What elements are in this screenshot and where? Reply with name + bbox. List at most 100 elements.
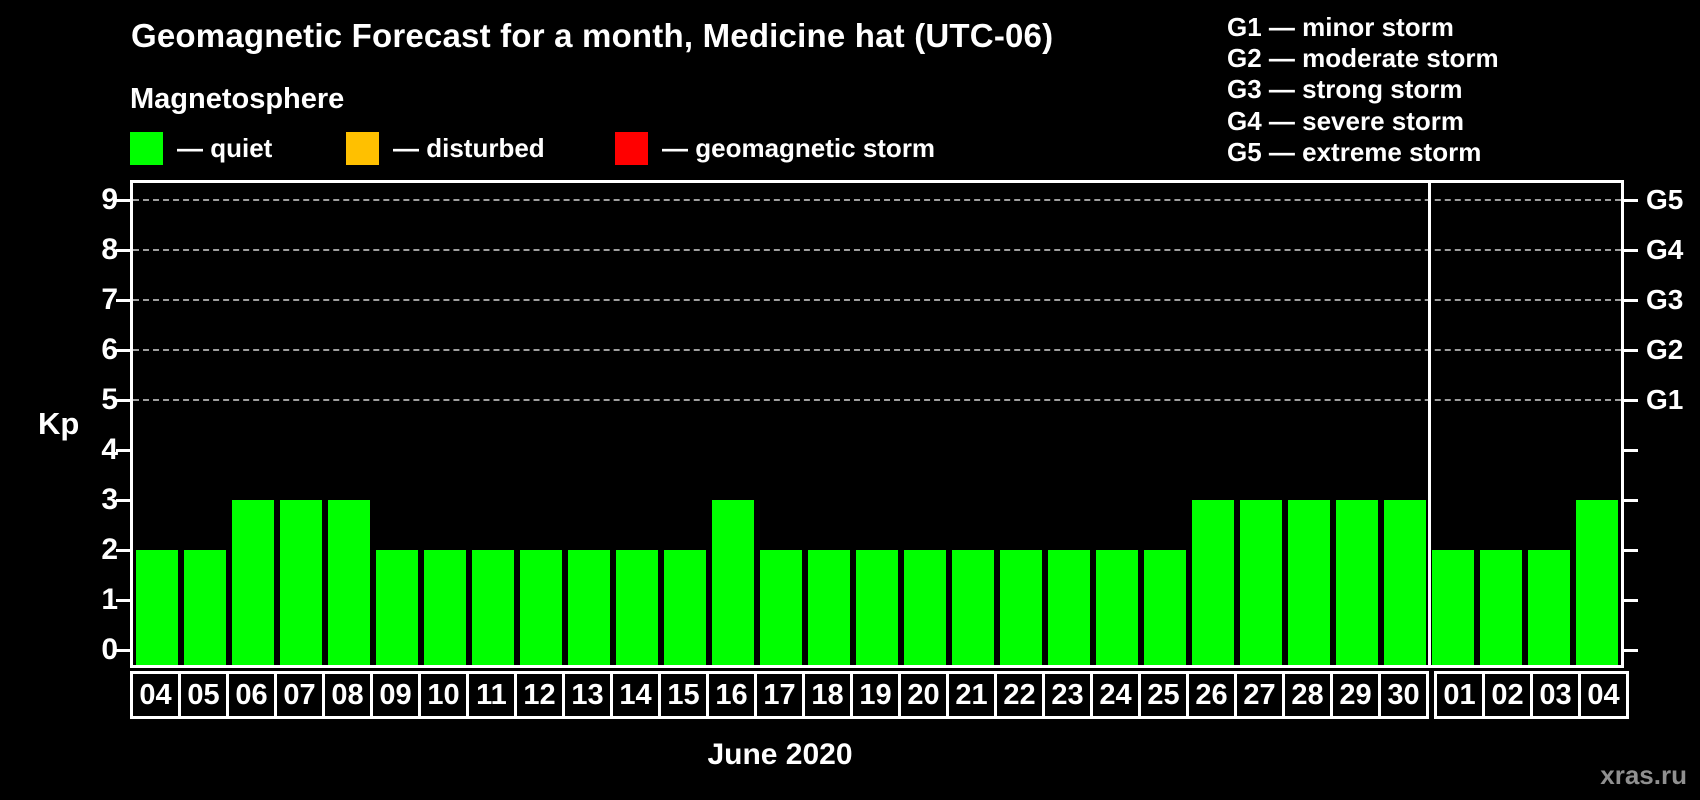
bar-day-04 [136, 550, 178, 665]
kp-tick-label-1: 1 [101, 583, 118, 616]
kp-tick-left-4 [116, 449, 130, 452]
kp-tick-label-2: 2 [101, 533, 118, 566]
kp-tick-left-7 [116, 299, 130, 302]
legend-label-quiet: — quiet [177, 132, 273, 163]
kp-tick-right-3 [1624, 499, 1638, 502]
day-label-10: 10 [418, 671, 469, 719]
day-label-27: 27 [1234, 671, 1285, 719]
kp-tick-right-0 [1624, 649, 1638, 652]
day-label-04: 04 [130, 671, 181, 719]
bar-day-02 [1480, 550, 1522, 665]
bar-day-08 [328, 500, 370, 665]
kp-tick-right-1 [1624, 599, 1638, 602]
bar-day-11 [472, 550, 514, 665]
storm-scale-g5: G5 — extreme storm [1227, 136, 1482, 167]
day-label-06: 06 [226, 671, 277, 719]
bar-day-24 [1096, 550, 1138, 665]
day-label-12: 12 [514, 671, 565, 719]
legend-item-disturbed: — disturbed [346, 130, 545, 166]
month-boundary-line [1427, 183, 1431, 665]
kp-axis-title: Kp [38, 406, 80, 441]
kp-tick-right-5 [1624, 399, 1638, 402]
day-label-19: 19 [850, 671, 901, 719]
bar-day-18 [808, 550, 850, 665]
gridline-kp9 [133, 199, 1621, 201]
day-label-18: 18 [802, 671, 853, 719]
g-scale-label-g3: G3 [1646, 284, 1684, 315]
kp-tick-label-9: 9 [101, 183, 118, 216]
disturbed-color-swatch [346, 131, 379, 165]
g-scale-label-g4: G4 [1646, 234, 1684, 265]
bar-day-22 [1000, 550, 1042, 665]
kp-tick-left-3 [116, 499, 130, 502]
day-label-30: 30 [1378, 671, 1429, 719]
day-label-20: 20 [898, 671, 949, 719]
kp-tick-left-0 [116, 649, 130, 652]
kp-tick-left-1 [116, 599, 130, 602]
bar-day-09 [376, 550, 418, 665]
g-scale-label-g5: G5 [1646, 184, 1684, 215]
bar-day-15 [664, 550, 706, 665]
bar-day-27 [1240, 500, 1282, 665]
day-label-23: 23 [1042, 671, 1093, 719]
watermark: xras.ru [1600, 760, 1687, 790]
day-label-next-02: 02 [1482, 671, 1533, 719]
legend-label-geomagnetic-storm: — geomagnetic storm [662, 132, 936, 163]
storm-scale-legend: G1 — minor storm G2 — moderate storm G3 … [1227, 12, 1499, 168]
kp-tick-right-6 [1624, 349, 1638, 352]
day-label-17: 17 [754, 671, 805, 719]
bar-day-25 [1144, 550, 1186, 665]
day-label-08: 08 [322, 671, 373, 719]
kp-tick-right-7 [1624, 299, 1638, 302]
storm-scale-g3: G3 — strong storm [1227, 74, 1463, 105]
day-label-11: 11 [466, 671, 517, 719]
plot-area [130, 180, 1624, 668]
kp-tick-left-5 [116, 399, 130, 402]
kp-tick-label-0: 0 [101, 633, 118, 666]
gridline-kp6 [133, 349, 1621, 351]
bar-day-29 [1336, 500, 1378, 665]
kp-tick-label-6: 6 [101, 333, 118, 366]
bar-day-06 [232, 500, 274, 665]
chart-title: Geomagnetic Forecast for a month, Medici… [131, 17, 1054, 54]
day-label-13: 13 [562, 671, 613, 719]
kp-tick-right-2 [1624, 549, 1638, 552]
bar-day-23 [1048, 550, 1090, 665]
kp-tick-label-7: 7 [101, 283, 118, 316]
legend-item-quiet: — quiet [130, 130, 272, 166]
gridline-kp7 [133, 299, 1621, 301]
storm-scale-g4: G4 — severe storm [1227, 105, 1465, 136]
day-label-25: 25 [1138, 671, 1189, 719]
gridline-kp5 [133, 399, 1621, 401]
kp-tick-left-9 [116, 199, 130, 202]
bar-day-17 [760, 550, 802, 665]
day-label-28: 28 [1282, 671, 1333, 719]
kp-tick-right-4 [1624, 449, 1638, 452]
storm-scale-g1: G1 — minor storm [1227, 12, 1454, 42]
day-label-next-03: 03 [1530, 671, 1581, 719]
day-label-22: 22 [994, 671, 1045, 719]
day-label-15: 15 [658, 671, 709, 719]
bar-day-16 [712, 500, 754, 665]
quiet-color-swatch [130, 131, 163, 165]
day-label-05: 05 [178, 671, 229, 719]
bar-day-30 [1384, 500, 1426, 665]
day-label-24: 24 [1090, 671, 1141, 719]
bar-day-19 [856, 550, 898, 665]
bar-day-14 [616, 550, 658, 665]
bar-day-28 [1288, 500, 1330, 665]
bar-day-05 [184, 550, 226, 665]
g-scale-label-g2: G2 [1646, 334, 1684, 365]
day-label-09: 09 [370, 671, 421, 719]
plot-inner [133, 183, 1621, 665]
bar-day-04 [1576, 500, 1618, 665]
bar-day-01 [1432, 550, 1474, 665]
bar-day-12 [520, 550, 562, 665]
bar-day-03 [1528, 550, 1570, 665]
bar-day-26 [1192, 500, 1234, 665]
kp-tick-left-8 [116, 249, 130, 252]
day-label-29: 29 [1330, 671, 1381, 719]
storm-scale-g2: G2 — moderate storm [1227, 43, 1499, 74]
gridline-kp8 [133, 249, 1621, 251]
